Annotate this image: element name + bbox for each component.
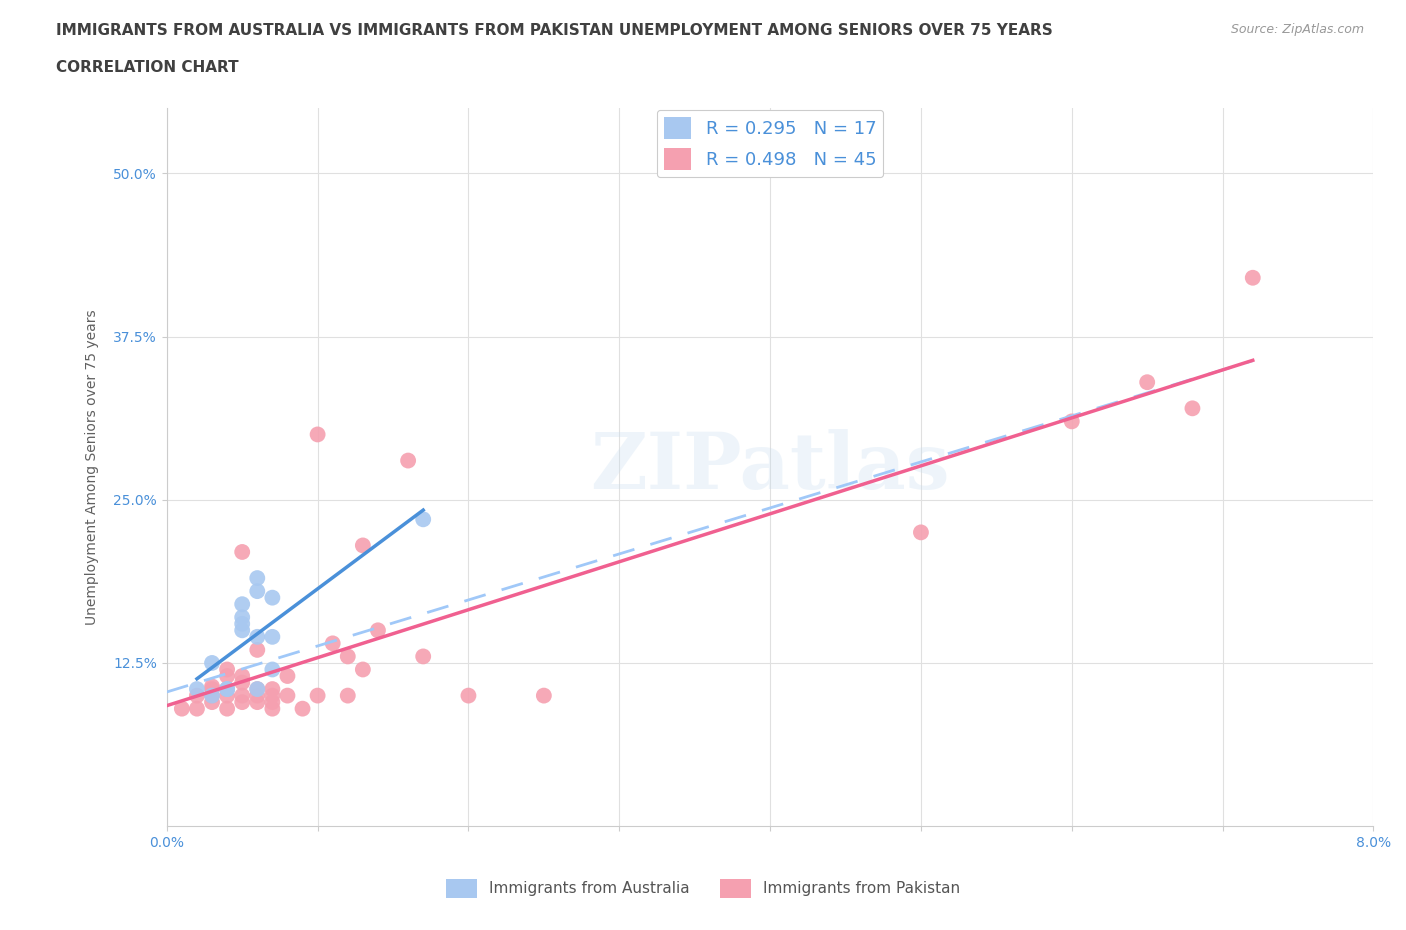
Point bbox=[262, 662, 284, 677]
Point bbox=[246, 695, 269, 710]
Point bbox=[367, 623, 389, 638]
Point bbox=[231, 623, 253, 638]
Point bbox=[307, 427, 329, 442]
Point bbox=[1241, 271, 1264, 286]
Text: Source: ZipAtlas.com: Source: ZipAtlas.com bbox=[1230, 23, 1364, 36]
Point bbox=[336, 649, 359, 664]
Point bbox=[231, 688, 253, 703]
Point bbox=[352, 662, 374, 677]
Point bbox=[246, 643, 269, 658]
Point bbox=[262, 688, 284, 703]
Point bbox=[246, 682, 269, 697]
Point bbox=[396, 453, 419, 468]
Legend: R = 0.295   N = 17, R = 0.498   N = 45: R = 0.295 N = 17, R = 0.498 N = 45 bbox=[657, 110, 883, 178]
Point bbox=[201, 682, 224, 697]
Point bbox=[217, 688, 239, 703]
Point bbox=[262, 591, 284, 605]
Legend: Immigrants from Australia, Immigrants from Pakistan: Immigrants from Australia, Immigrants fr… bbox=[440, 873, 966, 904]
Point bbox=[910, 525, 932, 539]
Point bbox=[201, 688, 224, 703]
Point bbox=[231, 617, 253, 631]
Point bbox=[246, 630, 269, 644]
Point bbox=[262, 682, 284, 697]
Point bbox=[246, 571, 269, 586]
Point bbox=[201, 695, 224, 710]
Point bbox=[276, 669, 298, 684]
Point bbox=[201, 656, 224, 671]
Y-axis label: Unemployment Among Seniors over 75 years: Unemployment Among Seniors over 75 years bbox=[86, 310, 100, 625]
Point bbox=[246, 688, 269, 703]
Point bbox=[217, 701, 239, 716]
Point bbox=[201, 688, 224, 703]
Point bbox=[231, 545, 253, 560]
Point bbox=[170, 701, 193, 716]
Point bbox=[186, 701, 208, 716]
Point bbox=[231, 610, 253, 625]
Point bbox=[186, 688, 208, 703]
Point bbox=[1060, 414, 1083, 429]
Point bbox=[336, 688, 359, 703]
Point bbox=[352, 538, 374, 552]
Point bbox=[412, 512, 434, 526]
Point bbox=[291, 701, 314, 716]
Point bbox=[231, 597, 253, 612]
Text: CORRELATION CHART: CORRELATION CHART bbox=[56, 60, 239, 75]
Point bbox=[1136, 375, 1159, 390]
Point bbox=[262, 701, 284, 716]
Text: IMMIGRANTS FROM AUSTRALIA VS IMMIGRANTS FROM PAKISTAN UNEMPLOYMENT AMONG SENIORS: IMMIGRANTS FROM AUSTRALIA VS IMMIGRANTS … bbox=[56, 23, 1053, 38]
Point bbox=[217, 669, 239, 684]
Point bbox=[412, 649, 434, 664]
Point bbox=[1181, 401, 1204, 416]
Point bbox=[322, 636, 344, 651]
Point bbox=[246, 682, 269, 697]
Point bbox=[201, 679, 224, 694]
Point bbox=[186, 682, 208, 697]
Point bbox=[457, 688, 479, 703]
Point bbox=[217, 662, 239, 677]
Point bbox=[217, 682, 239, 697]
Point bbox=[262, 630, 284, 644]
Point bbox=[276, 688, 298, 703]
Point bbox=[231, 695, 253, 710]
Text: ZIPatlas: ZIPatlas bbox=[591, 429, 950, 505]
Point bbox=[246, 584, 269, 599]
Point bbox=[262, 695, 284, 710]
Point bbox=[231, 675, 253, 690]
Point bbox=[217, 682, 239, 697]
Point bbox=[231, 669, 253, 684]
Point bbox=[217, 682, 239, 697]
Point bbox=[307, 688, 329, 703]
Point bbox=[533, 688, 555, 703]
